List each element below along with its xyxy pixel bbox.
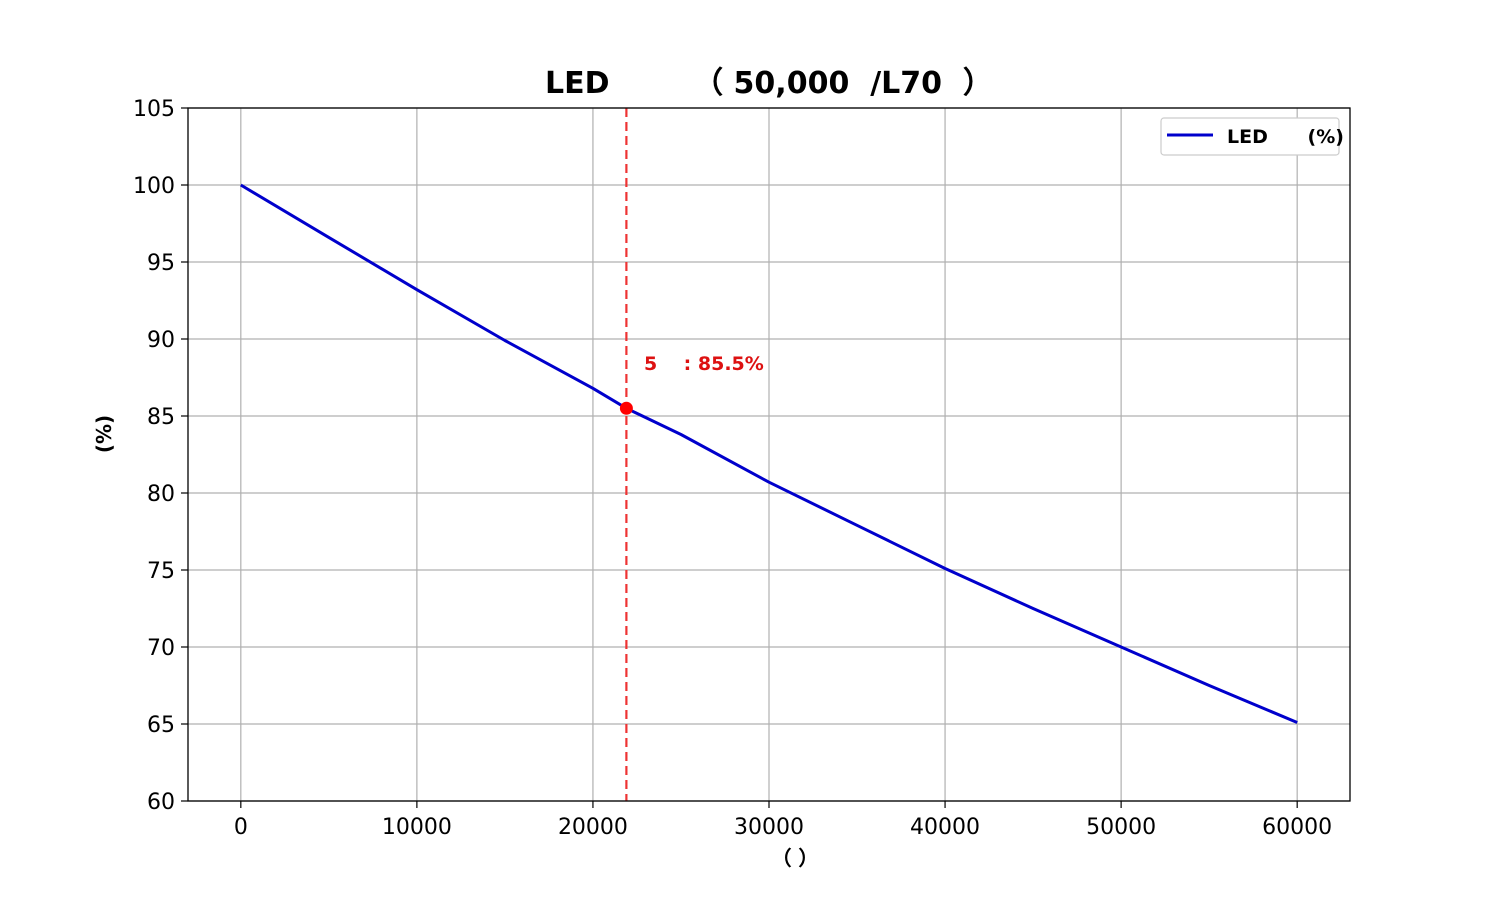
legend: LED (%) — [1160, 117, 1344, 156]
series-layer — [240, 183, 1298, 724]
series-line — [240, 183, 1298, 724]
x-axis-label: （ ） — [772, 846, 819, 870]
y-axis-label: (%) — [92, 415, 116, 453]
grid-layer — [188, 107, 1350, 802]
x-tick-label: 30000 — [734, 815, 804, 840]
x-tick-label: 50000 — [1086, 815, 1156, 840]
y-tick-label: 90 — [147, 328, 175, 353]
y-tick-label: 80 — [147, 482, 175, 507]
tick-layer: 0 10000 20000 30000 40000 50000 60000 60 65 70 75 8… — [133, 97, 1332, 840]
x-tick-label: 40000 — [910, 815, 980, 840]
annotation-label: 5 : 85.5% — [644, 353, 764, 375]
y-tick-label: 60 — [147, 790, 175, 815]
highlight-point-marker — [619, 401, 633, 415]
x-tick-label: 20000 — [558, 815, 628, 840]
legend-box — [1160, 117, 1340, 156]
y-tick-label: 100 — [133, 174, 175, 199]
y-tick-label: 75 — [147, 559, 175, 584]
x-tick-label: 10000 — [382, 815, 452, 840]
y-tick-label: 65 — [147, 713, 175, 738]
x-tick-label: 0 — [234, 815, 248, 840]
y-tick-label: 85 — [147, 405, 175, 430]
y-tick-label: 95 — [147, 251, 175, 276]
y-tick-label: 105 — [133, 97, 175, 122]
chart-title: LED （ 50,000 /L70 ） — [545, 66, 993, 101]
x-tick-label: 60000 — [1262, 815, 1332, 840]
y-tick-label: 70 — [147, 636, 175, 661]
legend-entry-label: LED (%) — [1227, 126, 1344, 148]
